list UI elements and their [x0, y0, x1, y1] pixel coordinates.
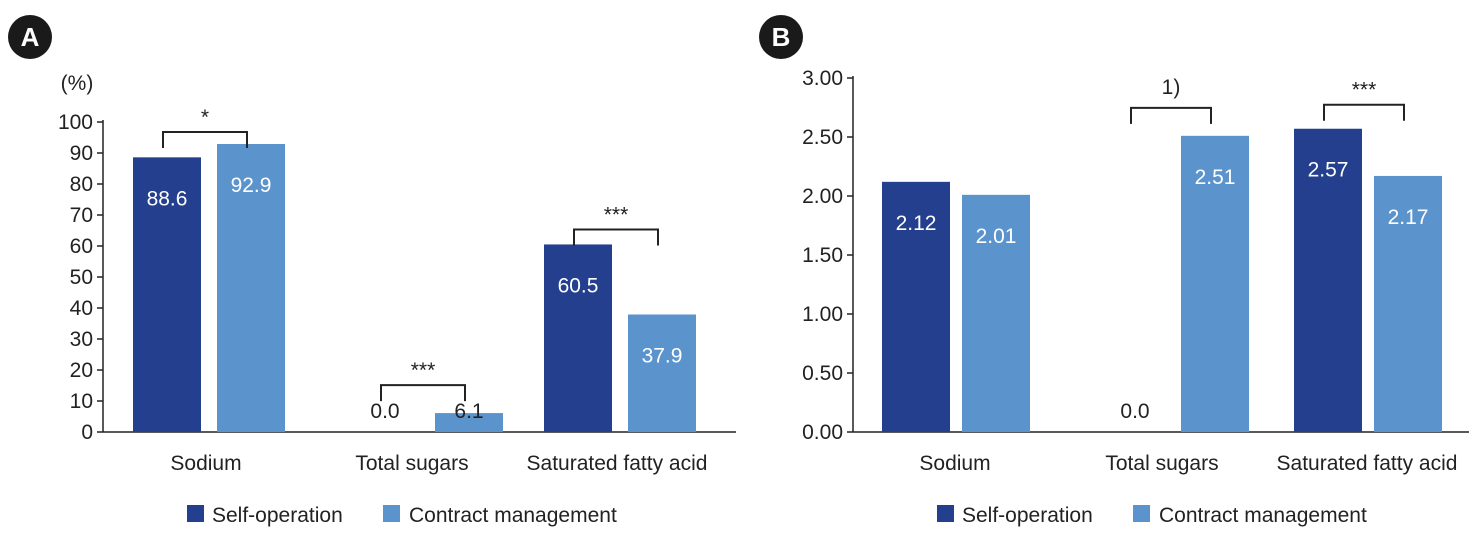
panel-label: A — [21, 22, 40, 52]
y-tick-label: 20 — [70, 359, 93, 382]
significance-label: *** — [604, 203, 629, 226]
y-tick-label: 80 — [70, 173, 93, 196]
bar-value-label: 60.5 — [558, 274, 599, 297]
bar-value-label: 2.51 — [1195, 166, 1236, 189]
y-tick-label: 70 — [70, 204, 93, 227]
bar-value-label: 2.01 — [976, 225, 1017, 248]
x-category-label: Total sugars — [355, 452, 468, 475]
x-category-label: Sodium — [919, 452, 990, 475]
bar-value-label: 2.17 — [1388, 206, 1429, 229]
y-tick-label: 1.00 — [802, 303, 843, 326]
y-tick-label: 2.00 — [802, 185, 843, 208]
bar-value-label: 0.0 — [1120, 400, 1149, 423]
significance-label: *** — [411, 359, 436, 382]
significance-label: * — [201, 106, 209, 129]
bar-self-operation — [544, 244, 612, 432]
bar-contract-management — [962, 194, 1030, 432]
y-tick-label: 1.50 — [802, 244, 843, 267]
panel-badge — [759, 15, 803, 59]
y-tick-label: 90 — [70, 142, 93, 165]
x-category-label: Saturated fatty acid — [527, 452, 708, 475]
y-tick-label: 30 — [70, 328, 93, 351]
legend-label-contract-management: Contract management — [1159, 504, 1367, 527]
bar-value-label: 88.6 — [147, 187, 188, 210]
bar-self-operation — [133, 157, 201, 432]
significance-bracket — [1130, 106, 1212, 124]
chart-panel-a: A (%) 0 10 20 30 40 50 60 70 80 90 100 88.6 92.9 Sodium… — [8, 15, 736, 527]
bar-contract-management — [435, 413, 503, 432]
y-tick-label: 0 — [81, 421, 93, 444]
y-tick-label: 50 — [70, 266, 93, 289]
legend-swatch-contract-management — [1133, 505, 1150, 522]
chart-panel-b: B 0.00 0.50 1.00 1.50 2.00 2.50 3.00 2.12 2.01 Sod… — [759, 15, 1469, 527]
significance-label: *** — [1352, 79, 1377, 102]
legend-label-self-operation: Self-operation — [962, 504, 1093, 527]
bar-contract-management — [217, 144, 285, 432]
x-category-label: Sodium — [170, 452, 241, 475]
y-tick-label: 3.00 — [802, 67, 843, 90]
bar-self-operation — [1294, 128, 1362, 433]
y-tick-label: 100 — [58, 111, 93, 134]
significance-bracket — [1323, 103, 1405, 121]
bar-value-label: 37.9 — [642, 345, 683, 368]
legend-swatch-self-operation — [937, 505, 954, 522]
legend-swatch-self-operation — [187, 505, 204, 522]
panel-badge — [8, 15, 52, 59]
bar-value-label: 92.9 — [231, 174, 272, 197]
bar-value-label: 2.12 — [896, 212, 937, 235]
y-tick-label: 10 — [70, 390, 93, 413]
y-tick-label: 0.00 — [802, 421, 843, 444]
legend-swatch-contract-management — [383, 505, 400, 522]
panel-label: B — [772, 22, 791, 52]
y-tick-label: 60 — [70, 235, 93, 258]
significance-label: 1) — [1162, 76, 1181, 99]
x-category-label: Total sugars — [1105, 452, 1218, 475]
bar-value-label: 2.57 — [1308, 159, 1349, 182]
significance-bracket — [162, 131, 248, 149]
significance-bracket — [380, 384, 466, 402]
bar-contract-management — [1181, 135, 1249, 432]
bar-value-label: 6.1 — [454, 400, 483, 423]
x-category-label: Saturated fatty acid — [1277, 452, 1458, 475]
legend-label-self-operation: Self-operation — [212, 504, 343, 527]
legend-label-contract-management: Contract management — [409, 504, 617, 527]
y-tick-label: 40 — [70, 297, 93, 320]
bar-self-operation — [882, 181, 950, 432]
y-tick-label: 0.50 — [802, 362, 843, 385]
significance-bracket — [573, 228, 659, 246]
bar-value-label: 0.0 — [370, 400, 399, 423]
bar-contract-management — [1374, 175, 1442, 432]
y-unit-label: (%) — [61, 72, 94, 95]
bar-contract-management — [628, 314, 696, 432]
y-tick-label: 2.50 — [802, 126, 843, 149]
